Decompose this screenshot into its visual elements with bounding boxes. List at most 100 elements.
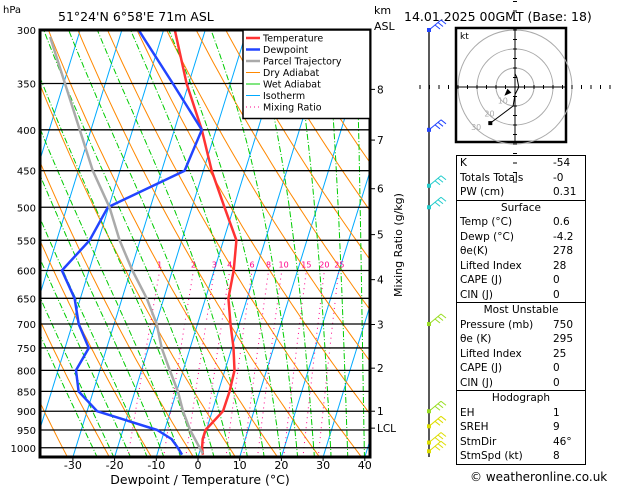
height-unit-asl: ASL [374, 20, 396, 33]
dry-adiabat-line [107, 30, 363, 457]
wet-adiabat-line [68, 30, 232, 457]
dry-adiabat-line [610, 30, 629, 458]
pressure-tick-label: 950 [17, 426, 36, 437]
index-value: -54 [553, 157, 571, 169]
index-value: 0.31 [553, 186, 577, 198]
wind-barb-flag [440, 432, 447, 437]
dry-adiabat-line [47, 30, 279, 457]
index-row: CAPE (J) 0 [457, 361, 585, 376]
mixing-ratio-axis-title: Mixing Ratio (g/kg) [392, 193, 405, 297]
wind-barb-flag [440, 19, 447, 25]
index-label: CAPE (J) [460, 362, 503, 374]
hodograph-trace [489, 73, 520, 124]
mixing-ratio-label: 3 [212, 261, 217, 270]
copyright: © weatheronline.co.uk [470, 470, 608, 484]
index-label: Dewp (°C) [460, 230, 514, 243]
x-tick-label: -30 [64, 459, 82, 472]
wind-barb-flag [434, 420, 441, 426]
wet-adiabat-line [40, 216, 148, 457]
index-value: 0.6 [553, 216, 570, 228]
wind-barb-flag [440, 175, 447, 181]
hodograph-ring-label: 10 [498, 96, 508, 105]
x-tick-label: -10 [147, 459, 165, 472]
wind-barb-flag [434, 405, 441, 411]
pressure-tick-label: 700 [17, 320, 36, 331]
height-tick-label: 4 [377, 275, 384, 287]
index-value: 46° [553, 435, 572, 448]
height-tick-label: 1 [377, 406, 384, 418]
mixing-ratio-label: 1 [157, 261, 162, 270]
indices-table: K -54 Totals Totals -0 PW (cm) 0.31 Surface Te… [456, 155, 586, 465]
index-label: StmDir [460, 435, 497, 448]
pressure-tick-label: 300 [17, 26, 36, 37]
hodograph-box [454, 26, 568, 144]
wind-barb-flag [437, 199, 444, 205]
wet-adiabat-line [130, 30, 265, 457]
index-value: 8 [553, 450, 560, 462]
dry-adiabat-line [40, 401, 68, 457]
x-tick-label: 20 [274, 459, 288, 472]
index-value: 0 [553, 288, 560, 301]
wind-barb-flag [437, 418, 444, 424]
wind-barb-flag [434, 124, 441, 130]
height-tick-label: 6 [377, 184, 384, 196]
wind-barb-flag [434, 445, 441, 451]
height-tick-label: 8 [377, 84, 384, 96]
index-label: θe(K) [460, 245, 488, 257]
section-title: Surface [500, 201, 541, 214]
x-tick-label: 30 [316, 459, 330, 472]
index-label: Lifted Index [460, 259, 522, 272]
general-indices: K -54 Totals Totals -0 PW (cm) 0.31 [457, 156, 585, 201]
wet-adiabat-line [355, 30, 365, 457]
index-value: 278 [553, 245, 574, 257]
mixing-ratio-line [317, 270, 340, 457]
pressure-tick-label: 600 [17, 267, 36, 278]
legend-label: Parcel Trajectory [263, 57, 342, 68]
index-row: CAPE (J) 0 [457, 273, 585, 288]
dry-adiabat-line [40, 83, 237, 457]
wet-adiabat-line [252, 30, 315, 457]
wet-adiabat-line [40, 333, 98, 457]
wind-barb-flag [434, 318, 441, 324]
wind-barb-flag [437, 121, 444, 127]
wind-barb-flag [434, 201, 441, 207]
mixing-ratio-label: 6 [250, 261, 255, 270]
wet-adiabat-line [40, 257, 132, 457]
mixing-ratio-label: 20 [319, 261, 329, 270]
legend-label: Dewpoint [263, 45, 308, 56]
wind-barb-flag [440, 400, 447, 406]
index-value: 0 [553, 362, 560, 374]
dry-adiabat-line [40, 319, 111, 457]
index-label: θe (K) [460, 333, 492, 345]
index-row: StmDir 46° [457, 435, 585, 450]
wind-barb-flag [440, 196, 447, 202]
wind-barb-flag [440, 415, 447, 421]
isotherm-line [114, 30, 248, 457]
index-label: Pressure (mb) [460, 318, 534, 331]
legend-label: Temperature [262, 34, 323, 45]
wind-barb-flag [437, 443, 444, 449]
pressure-tick-label: 850 [17, 387, 36, 398]
wet-adiabat-line [40, 75, 198, 457]
mixing-ratio-labels: 1 2 3 4 6 8 10 15 20 25 [157, 261, 344, 270]
height-tick-label: 5 [377, 230, 384, 242]
index-value: -4.2 [553, 230, 574, 243]
wet-adiabat-line [40, 127, 182, 457]
index-value: 295 [553, 333, 574, 345]
mixing-ratio-line [225, 270, 253, 457]
index-value: 1 [553, 406, 560, 419]
index-label: CIN (J) [460, 376, 493, 389]
mixing-ratio-label: 15 [301, 261, 311, 270]
dry-adiabat-line [40, 239, 153, 457]
x-tick-label: 40 [358, 459, 372, 472]
height-tick-label: 7 [377, 135, 384, 147]
dry-adiabat-line [254, 30, 370, 212]
temperature-line [173, 30, 238, 455]
index-row: θe(K) 278 [457, 244, 585, 259]
isotherm-line [40, 30, 123, 296]
isotherm-line [280, 169, 370, 457]
pressure-unit-label: hPa [3, 5, 21, 16]
index-row: CIN (J) 0 [457, 376, 585, 391]
